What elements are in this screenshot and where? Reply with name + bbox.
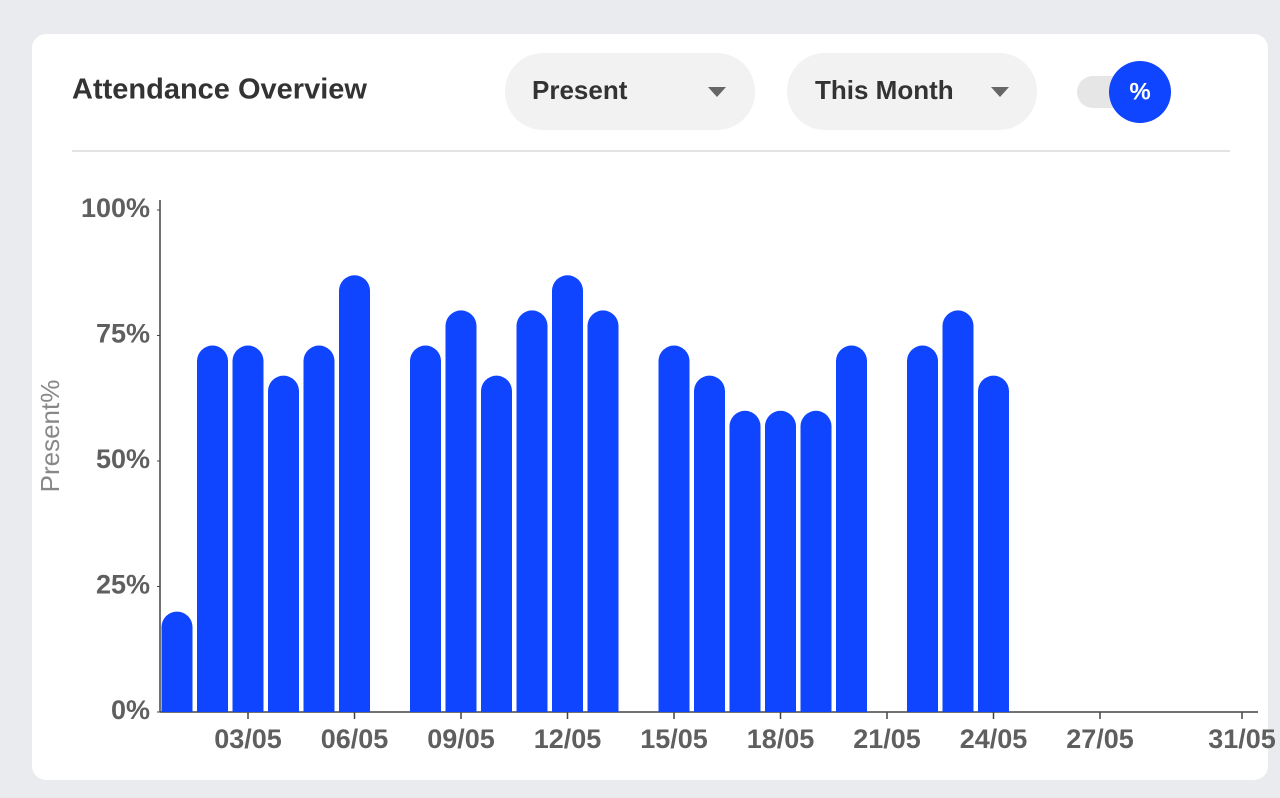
caret[interactable] [991, 87, 1009, 97]
y-tick-label: 25% [96, 570, 150, 600]
bar [445, 310, 477, 712]
y-tick-label: 50% [96, 444, 150, 474]
bar [161, 611, 193, 712]
bar [694, 375, 725, 712]
caret[interactable] [708, 87, 726, 97]
period-dropdown[interactable]: This Month [787, 53, 1037, 130]
x-tick-label: 09/05 [427, 724, 495, 754]
dropdown-bg[interactable] [505, 53, 755, 130]
bar [410, 345, 441, 712]
bar [303, 345, 335, 712]
x-tick-label: 18/05 [747, 724, 815, 754]
bar [232, 345, 264, 712]
y-tick-label: 75% [96, 319, 150, 349]
dropdown-label[interactable]: This Month [815, 75, 954, 105]
bar [587, 310, 619, 712]
percent-toggle[interactable]: % [1077, 61, 1171, 123]
bar [268, 375, 299, 712]
bar [765, 410, 796, 712]
toggle-label[interactable]: % [1129, 78, 1150, 105]
bar [907, 345, 938, 712]
widget-title: Attendance Overview [72, 74, 367, 106]
bar [800, 410, 832, 712]
x-tick-label: 31/05 [1208, 724, 1276, 754]
bar [942, 310, 974, 712]
y-tick-label: 100% [81, 193, 150, 223]
dropdown-label[interactable]: Present [532, 75, 628, 105]
x-tick-label: 06/05 [321, 724, 389, 754]
x-tick-label: 03/05 [214, 724, 282, 754]
status-dropdown[interactable]: Present [505, 53, 755, 130]
bar [339, 275, 370, 712]
bar [729, 410, 761, 712]
x-tick-label: 12/05 [534, 724, 602, 754]
bar [516, 310, 548, 712]
bar [481, 375, 512, 712]
bar [836, 345, 867, 712]
x-tick-label: 15/05 [640, 724, 708, 754]
bar [552, 275, 583, 712]
y-axis-label: Present% [35, 380, 65, 493]
bar [197, 345, 228, 712]
dropdown-bg[interactable] [787, 53, 1037, 130]
x-tick-label: 21/05 [853, 724, 921, 754]
x-tick-label: 27/05 [1066, 724, 1134, 754]
bar [978, 375, 1009, 712]
y-tick-label: 0% [111, 695, 150, 725]
toggle-knob[interactable] [1109, 61, 1171, 123]
bar [658, 345, 690, 712]
x-tick-label: 24/05 [960, 724, 1028, 754]
